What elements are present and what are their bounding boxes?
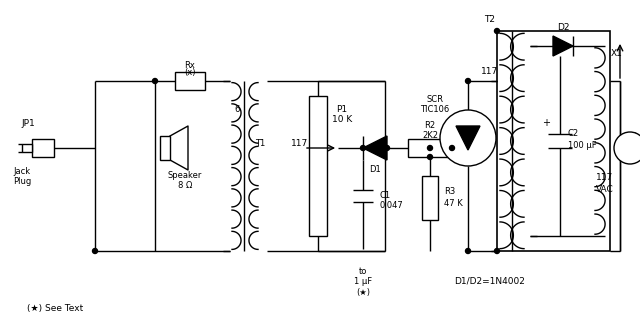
Text: 10 K: 10 K xyxy=(332,115,352,125)
Text: 47 K: 47 K xyxy=(444,200,463,209)
Text: Jack: Jack xyxy=(13,168,31,176)
Text: 117: 117 xyxy=(596,173,614,183)
Text: 8 Ω: 8 Ω xyxy=(178,182,192,190)
Circle shape xyxy=(495,248,499,254)
Circle shape xyxy=(449,145,454,151)
Text: +: + xyxy=(542,118,550,128)
Text: C2: C2 xyxy=(568,128,579,138)
Circle shape xyxy=(614,132,640,164)
Bar xyxy=(309,96,327,236)
Text: C1: C1 xyxy=(379,191,390,200)
Bar xyxy=(497,31,610,251)
Text: D1: D1 xyxy=(369,166,381,174)
Text: T2: T2 xyxy=(484,14,495,23)
Polygon shape xyxy=(363,136,387,160)
Text: D1/D2=1N4002: D1/D2=1N4002 xyxy=(454,276,525,286)
Circle shape xyxy=(440,110,496,166)
Text: T1: T1 xyxy=(255,139,265,147)
Text: 6: 6 xyxy=(234,106,240,114)
Text: (★) See Text: (★) See Text xyxy=(27,304,83,313)
Circle shape xyxy=(495,28,499,34)
Text: D2: D2 xyxy=(557,23,569,33)
Text: P1: P1 xyxy=(337,106,348,114)
Text: 1 μF: 1 μF xyxy=(354,277,372,287)
Text: Plug: Plug xyxy=(13,177,31,186)
Circle shape xyxy=(93,248,97,254)
Text: VAC: VAC xyxy=(596,185,614,195)
Text: 100 μF: 100 μF xyxy=(568,141,596,150)
Text: Rx: Rx xyxy=(184,61,195,69)
Bar xyxy=(160,136,170,160)
Polygon shape xyxy=(456,126,480,150)
Bar xyxy=(175,72,205,90)
Circle shape xyxy=(360,145,365,151)
Circle shape xyxy=(465,79,470,83)
Text: to: to xyxy=(359,266,367,275)
Circle shape xyxy=(465,248,470,254)
Bar xyxy=(422,176,438,220)
Circle shape xyxy=(152,79,157,83)
Bar xyxy=(22,144,32,152)
Text: 117: 117 xyxy=(481,67,499,76)
Bar xyxy=(408,139,452,157)
Circle shape xyxy=(428,155,433,159)
Text: R2: R2 xyxy=(424,122,436,130)
Text: JP1: JP1 xyxy=(21,120,35,128)
Text: SCR: SCR xyxy=(426,96,444,105)
Text: X1: X1 xyxy=(611,50,623,58)
Text: (★): (★) xyxy=(356,289,370,298)
Text: TIC106: TIC106 xyxy=(420,106,450,114)
Text: 2K2: 2K2 xyxy=(422,131,438,141)
Bar xyxy=(32,139,54,157)
Text: Speaker: Speaker xyxy=(168,171,202,181)
Text: 0.047: 0.047 xyxy=(379,201,403,211)
Text: (x): (x) xyxy=(184,68,196,78)
Text: R3: R3 xyxy=(444,187,455,197)
Circle shape xyxy=(428,145,433,151)
Polygon shape xyxy=(553,36,573,56)
Text: 117: 117 xyxy=(291,139,308,147)
Circle shape xyxy=(385,145,390,151)
